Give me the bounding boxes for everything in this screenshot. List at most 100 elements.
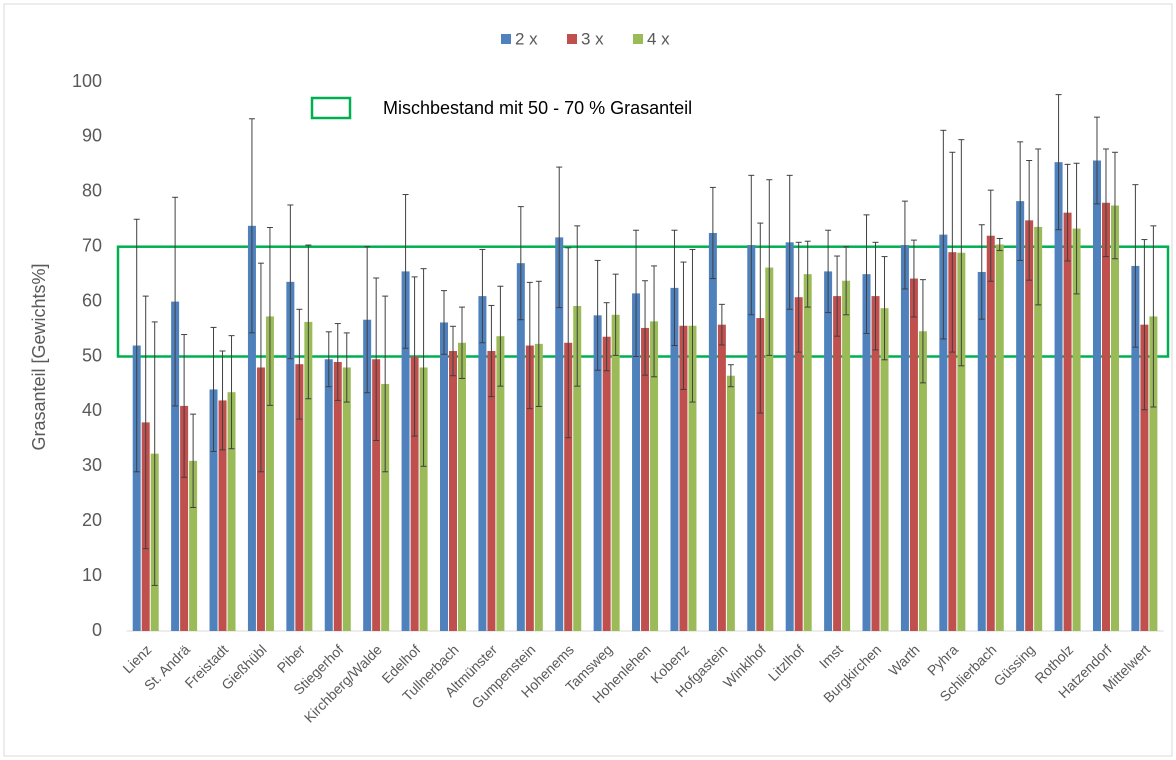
bar (995, 244, 1004, 631)
bar (688, 325, 697, 631)
legend-swatch (501, 34, 511, 44)
bar (227, 392, 236, 631)
bar (496, 336, 505, 631)
y-tick-label: 60 (82, 290, 102, 310)
bar (218, 400, 227, 631)
bar (948, 252, 957, 631)
bar (632, 293, 641, 631)
bar (180, 405, 189, 631)
bar (803, 274, 812, 631)
bar (726, 375, 735, 631)
bar (256, 367, 265, 631)
bar (1025, 220, 1034, 631)
bar (1110, 205, 1119, 631)
bar (439, 322, 448, 631)
y-tick-label: 70 (82, 235, 102, 255)
bar (747, 245, 756, 632)
bar (670, 287, 679, 631)
bar (189, 460, 198, 631)
bar (457, 342, 466, 631)
bar (1101, 202, 1110, 631)
bar (401, 271, 410, 631)
bar (381, 383, 390, 631)
band-legend-label: Mischbestand mit 50 - 70 % Grasanteil (383, 98, 692, 118)
bar (785, 242, 794, 632)
y-tick-label: 50 (82, 345, 102, 365)
bar (265, 316, 274, 631)
bar (1054, 162, 1063, 632)
legend-label: 3 x (581, 29, 604, 48)
bar (679, 325, 688, 631)
legend-swatch (567, 34, 577, 44)
bar (862, 274, 871, 631)
bar (833, 296, 842, 631)
bar (717, 324, 726, 631)
bar (324, 359, 333, 631)
bar (593, 315, 602, 631)
bar (573, 305, 582, 631)
bar (295, 364, 304, 631)
bar (419, 367, 428, 631)
bar (209, 389, 218, 631)
bar (286, 281, 295, 631)
y-tick-label: 80 (82, 181, 102, 201)
bar (794, 297, 803, 631)
bar (909, 278, 918, 631)
bar (900, 245, 909, 632)
bar (957, 252, 966, 631)
bar (824, 271, 833, 631)
bar (448, 351, 457, 631)
bar (765, 267, 774, 631)
bar (534, 343, 543, 631)
bar (171, 301, 180, 631)
y-tick-label: 30 (82, 455, 102, 475)
bar (487, 351, 496, 631)
bar (372, 359, 381, 631)
y-axis-label: Grasanteil [Gewichts%] (29, 263, 49, 450)
bar (363, 319, 372, 631)
bar (611, 314, 620, 631)
bar (650, 321, 659, 631)
bar (564, 342, 573, 631)
y-tick-label: 100 (72, 71, 102, 91)
bar (516, 263, 525, 631)
bar (939, 234, 948, 631)
bar (410, 356, 419, 631)
y-tick-label: 20 (82, 510, 102, 530)
bar (1131, 265, 1140, 631)
bar (756, 318, 765, 631)
bar (1092, 160, 1101, 631)
bar (977, 271, 986, 631)
bar (525, 345, 534, 631)
bar (304, 321, 313, 631)
legend-label: 2 x (515, 29, 538, 48)
bar (641, 327, 650, 631)
bar (333, 361, 342, 631)
bar (880, 308, 889, 631)
y-tick-label: 10 (82, 565, 102, 585)
bar (478, 296, 487, 631)
y-tick-label: 0 (92, 620, 102, 640)
y-tick-label: 40 (82, 400, 102, 420)
bar (986, 235, 995, 631)
bar (918, 331, 927, 631)
bar (1140, 324, 1149, 631)
bar (1149, 316, 1158, 631)
bar (1034, 226, 1043, 631)
bar (842, 280, 851, 631)
legend-label: 4 x (647, 29, 670, 48)
bar (602, 336, 611, 631)
band-legend-swatch (310, 96, 352, 120)
legend-swatch (633, 34, 643, 44)
bar (555, 237, 564, 631)
bar (1016, 201, 1025, 631)
bar (708, 232, 717, 631)
bar (247, 225, 256, 631)
y-tick-label: 90 (82, 126, 102, 146)
bar (1072, 228, 1081, 631)
bar (132, 345, 141, 631)
bar (871, 296, 880, 631)
bar (1063, 212, 1072, 632)
bar (342, 367, 351, 631)
